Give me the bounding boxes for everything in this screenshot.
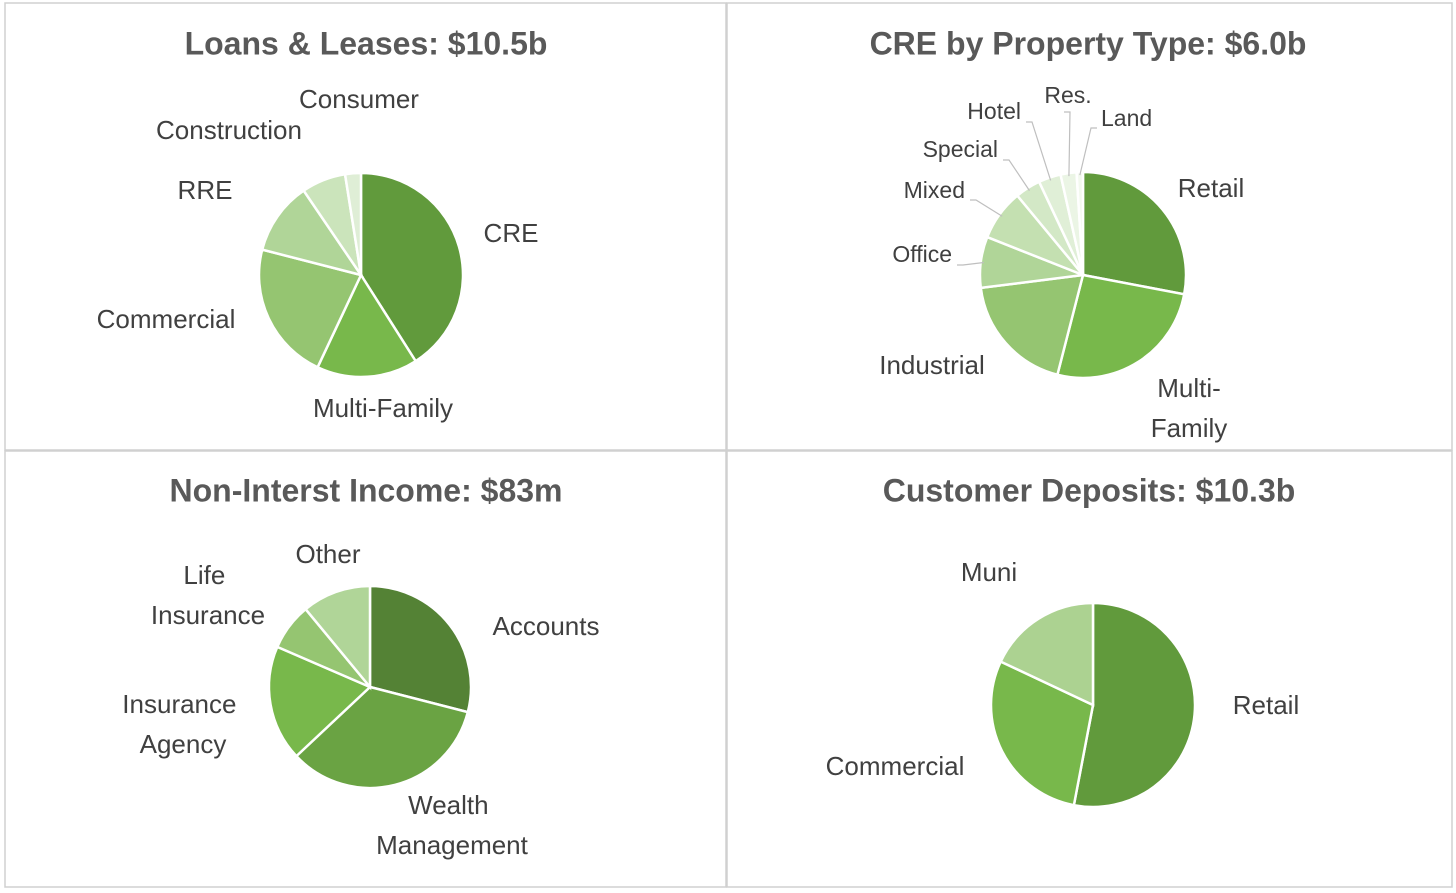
pie-slice	[368, 584, 473, 714]
slice-label: Life Insurance	[151, 560, 265, 630]
panel	[4, 2, 727, 451]
leader-line	[970, 199, 1003, 217]
pie-slice	[989, 659, 1095, 807]
leader-line	[1079, 127, 1097, 176]
pie-slice	[303, 584, 372, 691]
slice-label: Consumer	[299, 84, 419, 114]
pie-slice	[999, 601, 1095, 707]
pie-slice	[257, 248, 363, 369]
slice-label: Wealth Management	[376, 790, 529, 860]
slice-label: Construction	[156, 115, 302, 145]
leader-line	[1026, 121, 1052, 181]
pie-slice	[979, 273, 1085, 377]
slice-label: Multi-Family	[313, 393, 453, 423]
panel	[4, 450, 727, 888]
pie-slice	[343, 171, 363, 276]
pie-slice	[294, 685, 470, 790]
panel	[726, 450, 1453, 888]
slice-label: Office	[892, 241, 952, 267]
slice-label: Multi-Family	[1151, 373, 1228, 443]
slice-label: Retail	[1178, 173, 1244, 203]
pie-slice	[1075, 170, 1085, 276]
slice-label: Hotel	[967, 98, 1021, 124]
leader-line	[1003, 159, 1030, 191]
slice-label: Mixed	[904, 177, 965, 203]
pie-slice	[260, 188, 364, 278]
leader-line	[1064, 111, 1071, 177]
chart-title: CRE by Property Type: $6.0b	[870, 25, 1307, 61]
slice-label: CRE	[484, 218, 539, 248]
pie-slice	[1055, 273, 1186, 380]
slice-label: Insurance Agency	[122, 689, 243, 759]
slice-label: Industrial	[879, 350, 985, 380]
slice-label: Land	[1101, 105, 1152, 131]
slice-label: Accounts	[493, 611, 600, 641]
chart-title: Non-Interst Income: $83m	[170, 472, 563, 508]
pie-slice	[1081, 170, 1188, 296]
pie-slice	[1072, 601, 1197, 809]
pie-slice	[315, 272, 418, 379]
pie-slice	[267, 645, 373, 758]
slice-label: Other	[295, 539, 360, 569]
chart-title: Loans & Leases: $10.5b	[185, 25, 548, 61]
leader-line	[957, 261, 984, 266]
slice-label: Commercial	[826, 751, 965, 781]
chart-title: Customer Deposits: $10.3b	[883, 472, 1296, 508]
panel	[726, 2, 1453, 451]
slice-label: Commercial	[97, 304, 236, 334]
slice-label: Muni	[961, 557, 1017, 587]
slice-label: RRE	[178, 175, 233, 205]
slice-label: Res.	[1044, 82, 1091, 108]
slice-label: Special	[923, 136, 998, 162]
slice-label: Retail	[1233, 690, 1299, 720]
